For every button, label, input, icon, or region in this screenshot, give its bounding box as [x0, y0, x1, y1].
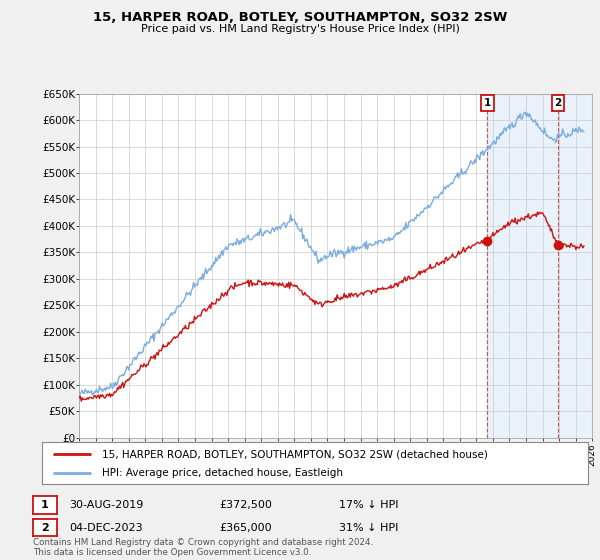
Text: 30-AUG-2019: 30-AUG-2019	[69, 500, 143, 510]
Text: 2: 2	[554, 98, 562, 108]
Text: HPI: Average price, detached house, Eastleigh: HPI: Average price, detached house, East…	[102, 468, 343, 478]
Text: 15, HARPER ROAD, BOTLEY, SOUTHAMPTON, SO32 2SW (detached house): 15, HARPER ROAD, BOTLEY, SOUTHAMPTON, SO…	[102, 449, 488, 459]
Text: Price paid vs. HM Land Registry's House Price Index (HPI): Price paid vs. HM Land Registry's House …	[140, 24, 460, 34]
Text: 15, HARPER ROAD, BOTLEY, SOUTHAMPTON, SO32 2SW: 15, HARPER ROAD, BOTLEY, SOUTHAMPTON, SO…	[93, 11, 507, 24]
Text: 04-DEC-2023: 04-DEC-2023	[69, 522, 143, 533]
Bar	[487, 94, 592, 438]
Text: 31% ↓ HPI: 31% ↓ HPI	[339, 522, 398, 533]
Text: Contains HM Land Registry data © Crown copyright and database right 2024.
This d: Contains HM Land Registry data © Crown c…	[33, 538, 373, 557]
Text: 1: 1	[41, 500, 49, 510]
Text: 1: 1	[484, 98, 491, 108]
Text: £372,500: £372,500	[219, 500, 272, 510]
Text: 17% ↓ HPI: 17% ↓ HPI	[339, 500, 398, 510]
Text: 2: 2	[41, 522, 49, 533]
Text: £365,000: £365,000	[219, 522, 272, 533]
